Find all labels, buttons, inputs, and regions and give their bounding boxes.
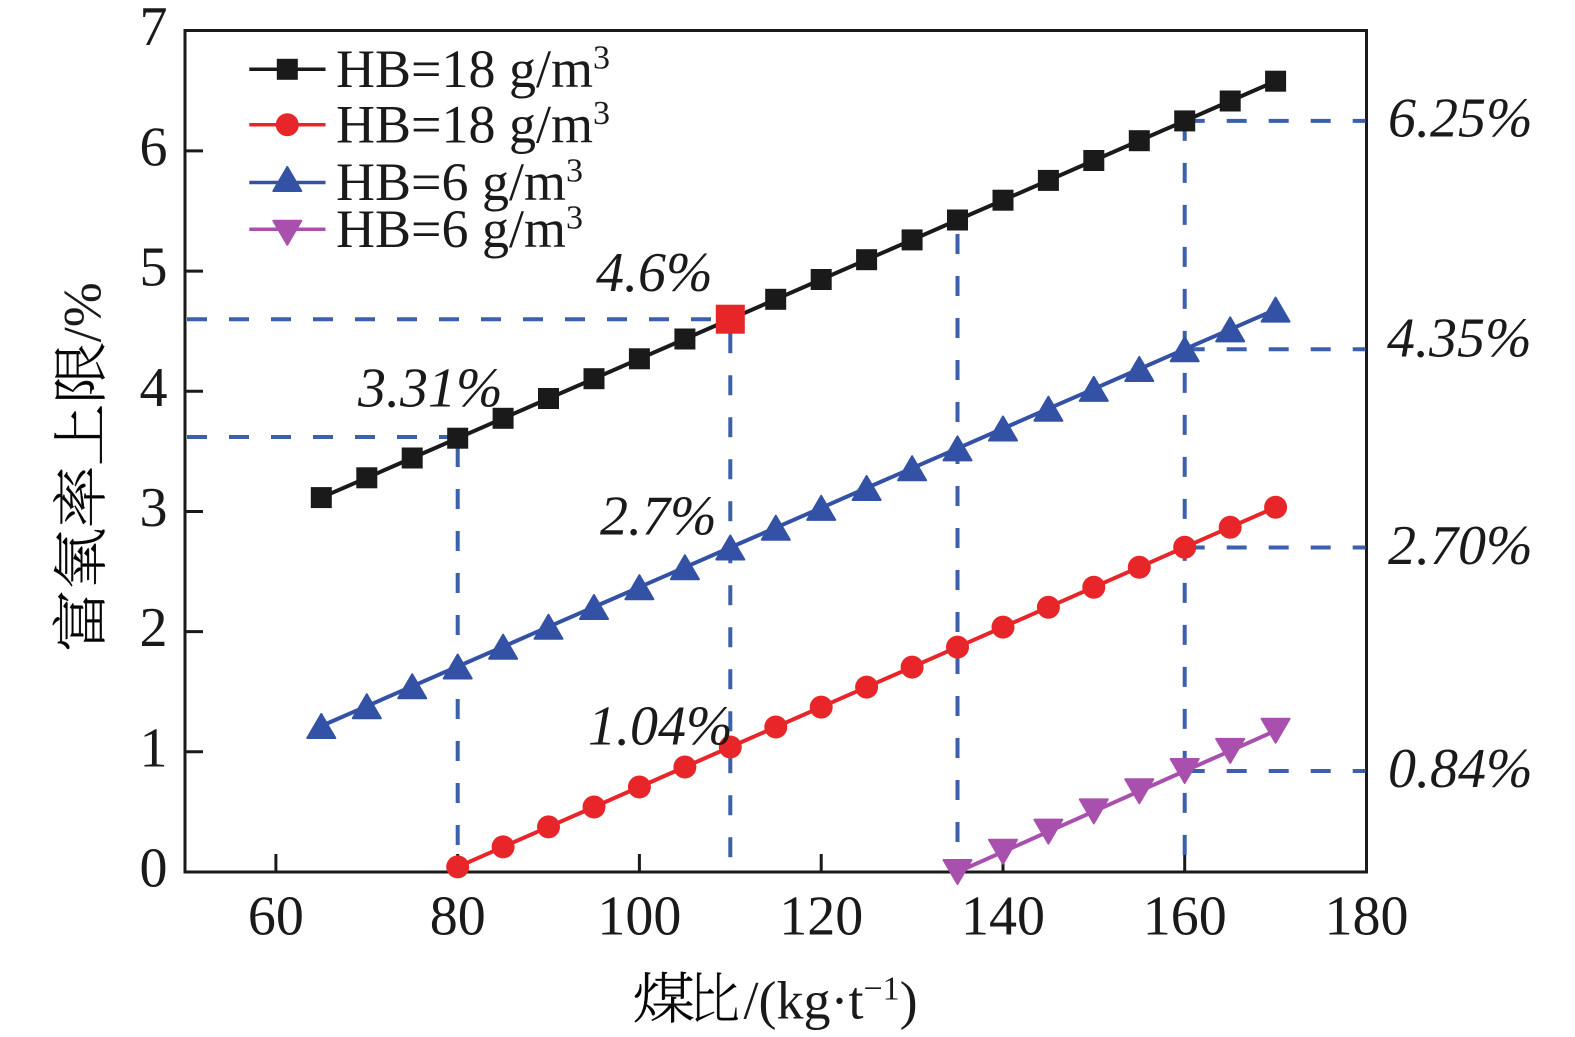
svg-text:2.7%: 2.7% [600,486,717,548]
svg-text:120: 120 [779,886,863,948]
svg-text:4: 4 [140,357,168,419]
svg-text:3.31%: 3.31% [357,358,503,420]
svg-text:100: 100 [597,886,681,948]
svg-text:80: 80 [430,886,486,948]
svg-text:5: 5 [140,237,168,299]
svg-text:160: 160 [1143,886,1227,948]
svg-text:3: 3 [140,477,168,539]
svg-text:/%: /% [53,282,113,342]
svg-text:60: 60 [248,886,304,948]
svg-text:HB=6 g/m3: HB=6 g/m3 [336,199,583,259]
svg-text:HB=18 g/m3: HB=18 g/m3 [336,39,610,99]
svg-text:6.25%: 6.25% [1388,88,1533,150]
svg-text:1: 1 [140,717,168,779]
svg-text:7: 7 [140,0,168,58]
svg-text:6: 6 [140,116,168,178]
svg-text:2.70%: 2.70% [1388,515,1533,577]
svg-text:2: 2 [140,597,168,659]
svg-text:HB=18 g/m3: HB=18 g/m3 [336,95,610,155]
svg-text:180: 180 [1325,886,1409,948]
svg-text:140: 140 [961,886,1045,948]
svg-text:0: 0 [140,838,168,900]
svg-text:1.04%: 1.04% [588,696,733,758]
svg-text:4.35%: 4.35% [1387,308,1532,370]
svg-text:HB=6 g/m3: HB=6 g/m3 [336,152,583,212]
svg-text:4.6%: 4.6% [596,242,713,304]
svg-text:/(kg·t−1): /(kg·t−1) [744,971,918,1031]
svg-text:0.84%: 0.84% [1388,738,1533,800]
